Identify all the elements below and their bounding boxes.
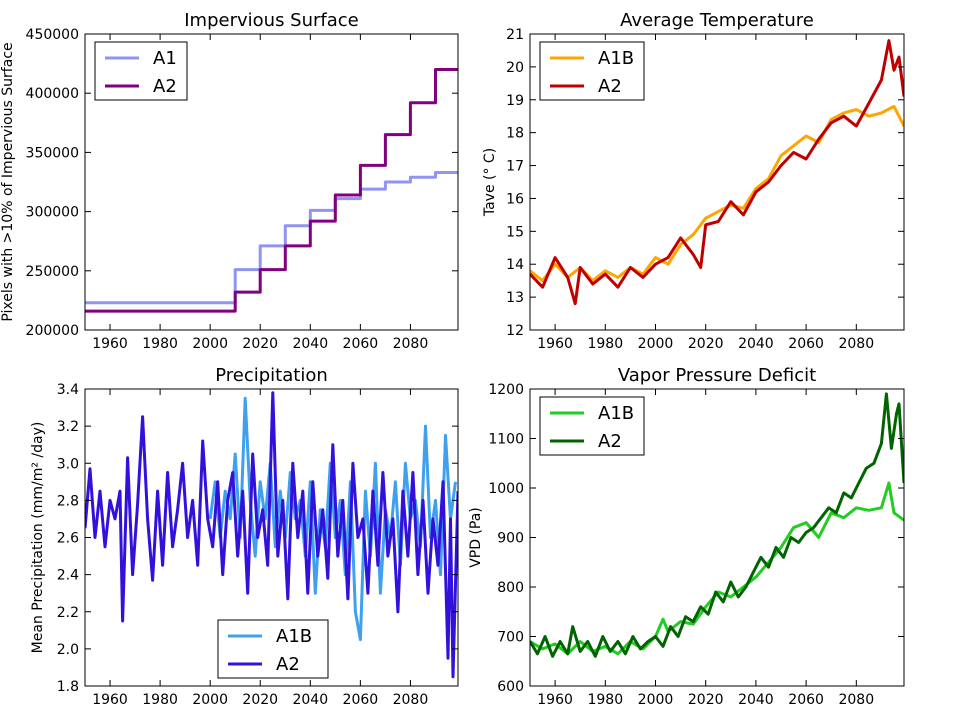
y-tick-label: 400000 [26,86,79,102]
x-tick-label: 2060 [788,336,824,352]
y-tick-label: 900 [497,531,524,547]
x-tick-label: 2080 [838,692,874,708]
series-line-a2 [85,68,458,313]
chart-title: Vapor Pressure Deficit [618,365,816,386]
series-line-a1b [530,104,904,283]
y-tick-label: 3.4 [57,382,79,398]
chart-panel-4: 1960 1980 2000 2020 2040 2060 2080 600 700 800 900… [468,365,905,708]
chart-title: Precipitation [215,365,328,386]
x-tick-label: 1980 [587,336,623,352]
x-tick-label: 2020 [242,692,278,708]
axes-frame [529,33,905,331]
series-line-a1b [530,481,904,656]
chart-title: Average Temperature [620,10,814,31]
legend-box [94,41,188,101]
x-tick-label: 2060 [343,692,379,708]
legend-label-a2: A2 [598,431,622,452]
series-line-a2 [530,39,904,306]
y-tick-label: 2.0 [57,642,79,658]
x-tick-label: 1960 [537,336,573,352]
x-tick-label: 2000 [638,336,674,352]
y-tick-label: 2.6 [57,531,79,547]
y-axis-label: Pixels with >10% of Impervious Surface [0,42,16,321]
x-tick-label: 1960 [92,692,128,708]
y-tick-label: 17 [506,159,524,175]
y-tick-label: 16 [506,191,524,207]
y-tick-label: 20 [506,60,524,76]
y-tick-label: 3.0 [57,456,79,472]
y-tick-label: 2.4 [57,568,79,584]
y-axis-label: Tave (° C) [482,148,498,217]
y-axis-label: VPD (Pa) [468,507,484,568]
chart-panel-2: 1960 1980 2000 2020 2040 2060 2080 12 13 14 15 16 17… [482,10,905,352]
series-line-a1b [208,396,457,642]
x-tick-label: 2000 [192,692,228,708]
legend-label-a1: A1 [153,48,177,69]
x-tick-label: 2060 [343,336,379,352]
x-tick-label: 2040 [738,692,774,708]
x-tick-label: 1980 [587,692,623,708]
legend-box [217,619,329,679]
x-tick-label: 2040 [292,692,328,708]
x-tick-label: 2000 [638,692,674,708]
legend-label-a2: A2 [276,654,300,675]
y-axis-label: Mean Precipitation (mm/m² /day) [30,422,46,654]
y-tick-label: 14 [506,257,524,273]
y-tick-label: 1000 [488,481,524,497]
y-tick-label: 200000 [26,323,79,339]
y-tick-label: 300000 [26,205,79,221]
x-tick-label: 2040 [738,336,774,352]
y-tick-label: 19 [506,93,524,109]
y-tick-label: 2.8 [57,493,79,509]
legend-label-a1b: A1B [276,626,312,647]
series-line-a2 [85,391,458,679]
legend-label-a1b: A1B [598,48,634,69]
axes-frame [84,33,459,331]
y-tick-label: 1200 [488,382,524,398]
x-tick-label: 1980 [142,336,178,352]
x-tick-label: 2020 [688,692,724,708]
y-tick-label: 350000 [26,145,79,161]
y-tick-label: 18 [506,126,524,142]
x-tick-label: 2080 [393,692,429,708]
y-tick-label: 13 [506,290,524,306]
y-tick-label: 700 [497,630,524,646]
x-tick-label: 2080 [838,336,874,352]
x-tick-label: 1960 [537,692,573,708]
chart-panel-3: 1960 1980 2000 2020 2040 2060 2080 1.8 2.0 2.2 2.4… [30,365,459,708]
y-tick-label: 15 [506,224,524,240]
x-tick-label: 2020 [242,336,278,352]
series-line-a2 [530,392,904,658]
y-tick-label: 2.2 [57,605,79,621]
x-tick-label: 1960 [92,336,128,352]
y-tick-label: 250000 [26,264,79,280]
legend-label-a2: A2 [598,76,622,97]
x-tick-label: 2000 [192,336,228,352]
series-line-a1 [85,171,458,305]
chart-title: Impervious Surface [184,10,359,31]
x-tick-label: 2040 [292,336,328,352]
legend-box [539,41,645,101]
x-tick-label: 2020 [688,336,724,352]
x-tick-label: 1980 [142,692,178,708]
x-tick-label: 2080 [393,336,429,352]
y-tick-label: 450000 [26,27,79,43]
y-tick-label: 1100 [488,432,524,448]
y-tick-label: 21 [506,27,524,43]
y-tick-label: 12 [506,323,524,339]
y-tick-label: 600 [497,679,524,695]
legend-label-a1b: A1B [598,403,634,424]
legend-label-a2: A2 [153,76,177,97]
x-tick-label: 2060 [788,692,824,708]
y-tick-label: 800 [497,580,524,596]
y-tick-label: 3.2 [57,419,79,435]
chart-panel-1: 1960 1980 2000 2020 2040 2060 2080 200000 250000… [0,10,459,352]
legend-box [539,396,645,456]
y-tick-label: 1.8 [57,679,79,695]
